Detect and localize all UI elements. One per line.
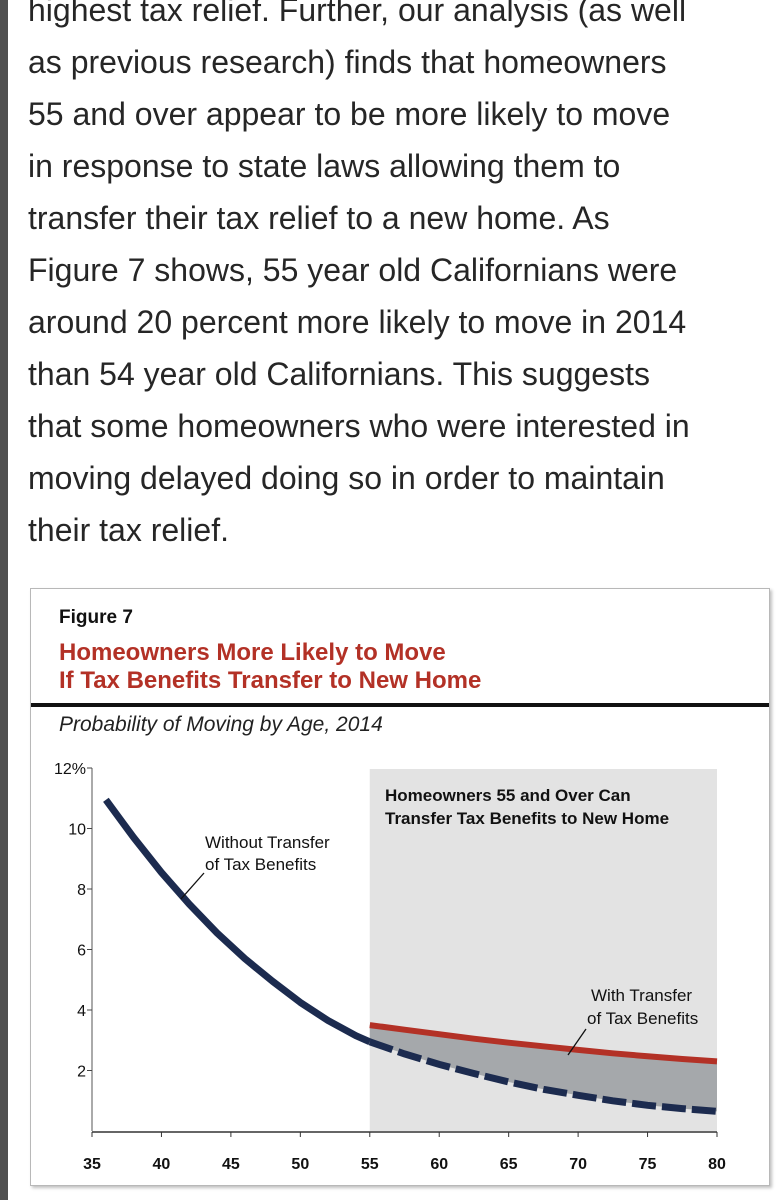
article-line: Figure 7 shows, 55 year old Californians… bbox=[28, 252, 678, 288]
series-label-without-line1: Without Transfer bbox=[205, 833, 330, 852]
y-tick-label: 8 bbox=[77, 882, 86, 899]
left-border-bar bbox=[0, 0, 8, 1200]
y-tick-label: 4 bbox=[77, 1003, 86, 1020]
article-line: as previous research) finds that homeown… bbox=[28, 44, 667, 80]
article-line: that some homeowners who were interested… bbox=[28, 408, 690, 444]
figure-7: Figure 7 Homeowners More Likely to Move … bbox=[30, 588, 770, 1186]
x-tick-label: 60 bbox=[430, 1156, 448, 1173]
line-chart: 2 4 6 8 10 12% 35 40 45 50 55 60 65 70 75 80 Homeowner… bbox=[54, 761, 726, 1173]
x-tick-label: 65 bbox=[500, 1156, 518, 1173]
series-label-without-line2: of Tax Benefits bbox=[205, 855, 316, 874]
x-tick-label: 40 bbox=[153, 1156, 171, 1173]
y-tick-label: 6 bbox=[77, 943, 86, 960]
series-line-without-transfer bbox=[103, 797, 372, 1046]
figure-title-rule bbox=[31, 703, 769, 707]
x-axis: 35 40 45 50 55 60 65 70 75 80 bbox=[83, 1131, 726, 1173]
y-tick-label: 2 bbox=[77, 1064, 86, 1081]
article-line: around 20 percent more likely to move in… bbox=[28, 304, 687, 340]
shaded-region-label-line2: Transfer Tax Benefits to New Home bbox=[385, 809, 669, 828]
series-line-without-transfer-dashed bbox=[368, 1038, 718, 1115]
shaded-region-label-line1: Homeowners 55 and Over Can bbox=[385, 786, 631, 805]
series-label-without-leader bbox=[180, 872, 205, 900]
article-line: moving delayed doing so in order to main… bbox=[28, 460, 665, 496]
x-tick-label: 50 bbox=[291, 1156, 309, 1173]
x-tick-label: 45 bbox=[222, 1156, 240, 1173]
article-line: transfer their tax relief to a new home.… bbox=[28, 200, 610, 236]
article-line: highest tax relief. Further, our analysi… bbox=[28, 0, 687, 28]
series-label-with-line1: With Transfer bbox=[591, 986, 692, 1005]
x-tick-label: 75 bbox=[639, 1156, 657, 1173]
x-tick-label: 55 bbox=[361, 1156, 379, 1173]
article-line: than 54 year old Californians. This sugg… bbox=[28, 356, 650, 392]
gap-area bbox=[369, 1025, 717, 1112]
series-line-with-transfer bbox=[369, 1022, 718, 1065]
figure-label: Figure 7 bbox=[59, 607, 133, 628]
article-line: in response to state laws allowing them … bbox=[28, 148, 621, 184]
x-tick-label: 35 bbox=[83, 1156, 101, 1173]
figure-title: Homeowners More Likely to Move If Tax Be… bbox=[59, 639, 481, 695]
article-body: highest tax relief. Further, our analysi… bbox=[28, 0, 768, 556]
figure-title-line1: Homeowners More Likely to Move bbox=[59, 639, 446, 666]
figure-title-line2: If Tax Benefits Transfer to New Home bbox=[59, 667, 482, 694]
y-tick-label: 10 bbox=[68, 822, 86, 839]
article-line: 55 and over appear to be more likely to … bbox=[28, 96, 671, 132]
y-tick-label: 12% bbox=[54, 761, 86, 778]
figure-subtitle: Probability of Moving by Age, 2014 bbox=[59, 713, 383, 736]
series-label-with-line2: of Tax Benefits bbox=[587, 1009, 698, 1028]
article-line: their tax relief. bbox=[28, 512, 229, 548]
y-axis: 2 4 6 8 10 12% bbox=[54, 761, 93, 1131]
x-tick-label: 80 bbox=[708, 1156, 726, 1173]
x-tick-label: 70 bbox=[569, 1156, 587, 1173]
series-label-with-leader bbox=[567, 1028, 587, 1056]
